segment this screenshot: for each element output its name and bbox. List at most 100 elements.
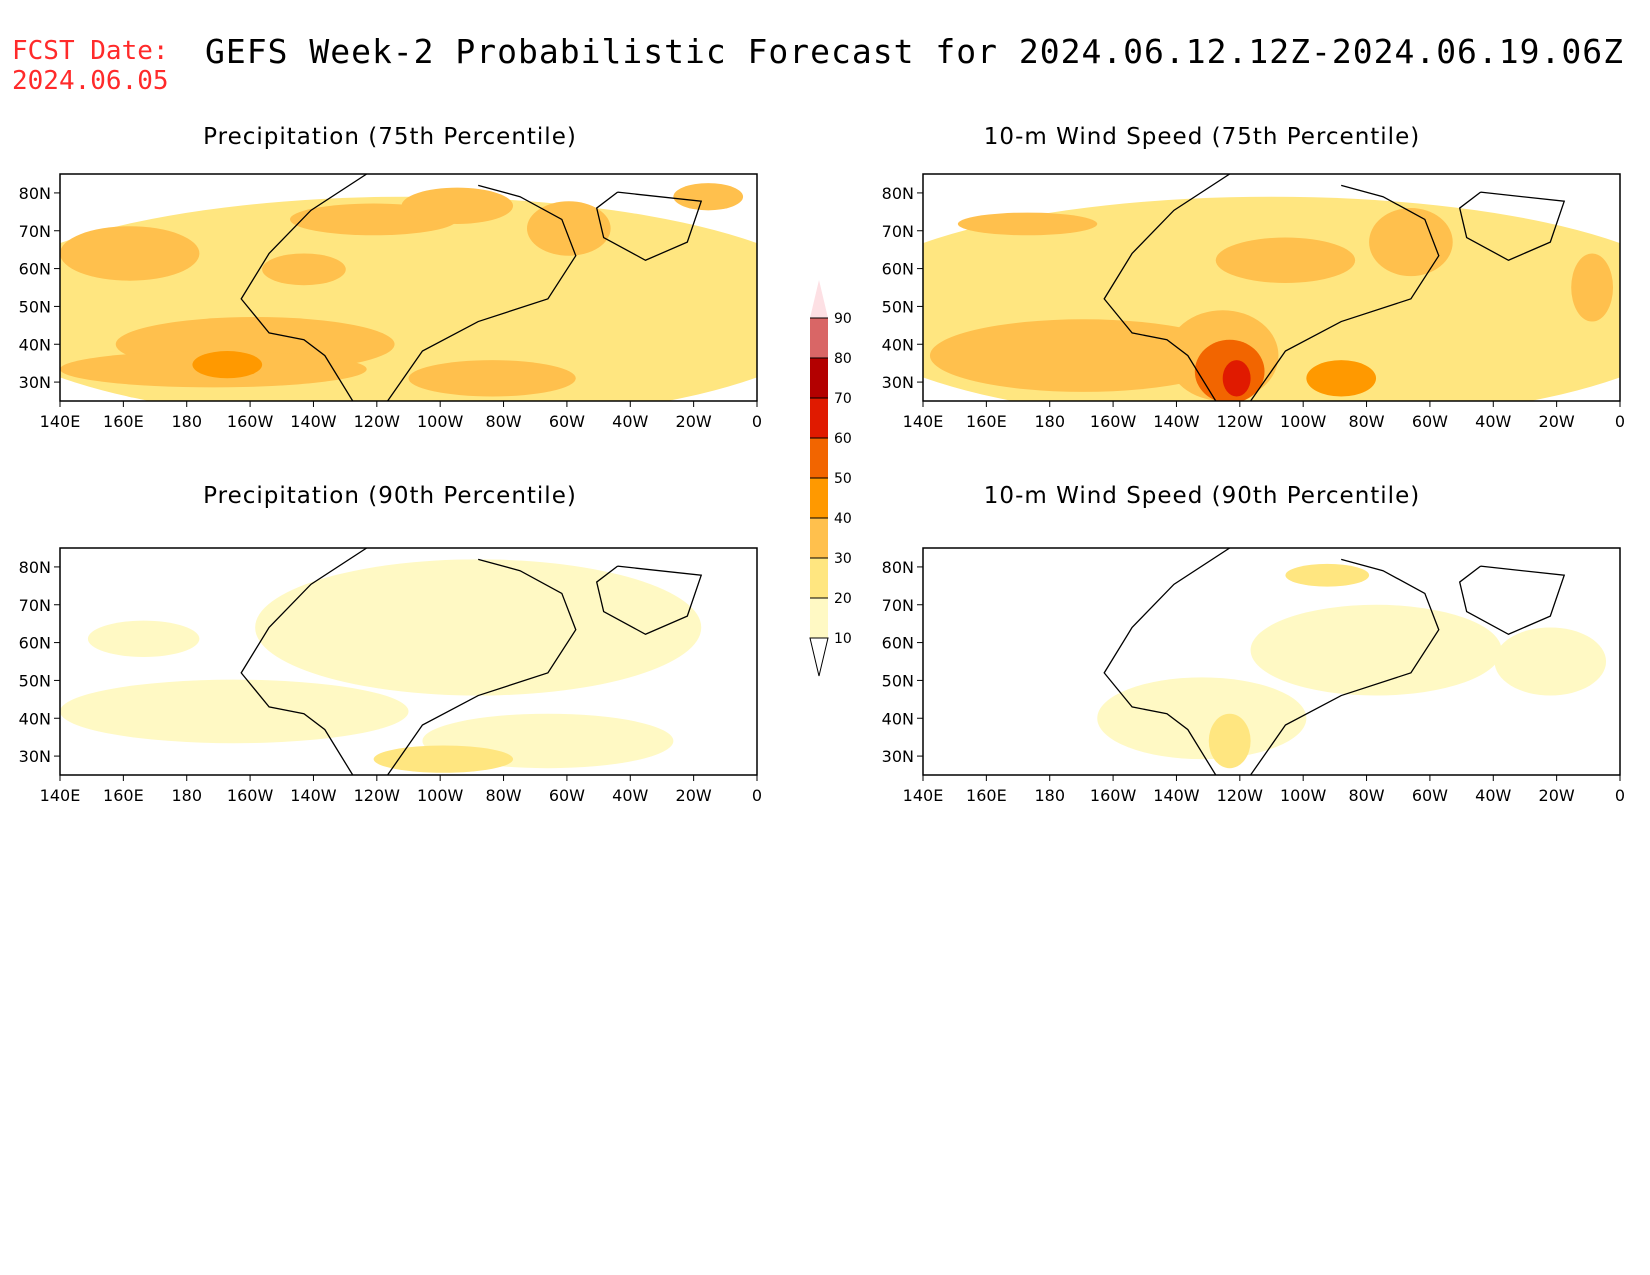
lat-label: 50N [19, 297, 51, 316]
lon-label: 140W [1153, 412, 1200, 431]
forecast-date-value: 2024.06.05 [12, 66, 169, 96]
lon-label: 180 [1034, 786, 1065, 805]
panel-title-precip-75: Precipitation (75th Percentile) [203, 124, 577, 150]
lat-label: 40N [882, 709, 914, 728]
lon-label: 20W [676, 786, 712, 805]
lat-label: 70N [19, 222, 51, 241]
lon-label: 120W [1217, 412, 1264, 431]
lon-label: 0 [752, 412, 762, 431]
lat-label: 50N [19, 671, 51, 690]
forecast-date-caption: FCST Date: [12, 36, 169, 66]
lat-label: 60N [19, 260, 51, 279]
shading-region [87, 620, 200, 657]
coastline [387, 558, 577, 775]
colorbar-segment [810, 358, 828, 398]
lat-label: 80N [882, 558, 914, 577]
shading-region [1306, 360, 1377, 397]
probability-shading [923, 548, 1620, 775]
shading-region [262, 253, 346, 286]
lon-label: 80W [1348, 412, 1384, 431]
shading-region [1369, 208, 1453, 277]
lon-label: 60W [549, 412, 585, 431]
coastline [1103, 174, 1231, 401]
lon-label: 40W [612, 412, 648, 431]
colorbar-segment [810, 398, 828, 438]
shading-region [1285, 563, 1370, 587]
lon-label: 40W [612, 786, 648, 805]
lat-label: 30N [882, 373, 914, 392]
colorbar-label: 40 [834, 511, 852, 527]
colorbar: 10 20 30 40 50 60 70 80 90 [809, 280, 852, 677]
lon-label: 140W [290, 786, 337, 805]
lat-label: 30N [882, 747, 914, 766]
map-panel-3: 140E 160E 180 160W 140W 120W 100W 80W 60W 40W 20W 0… [19, 547, 762, 805]
colorbar-segment [810, 598, 828, 638]
lon-label: 80W [485, 412, 521, 431]
shading-region [255, 559, 702, 696]
shading-region [1494, 627, 1607, 696]
colorbar-segment [810, 318, 828, 358]
colorbar-segment [810, 438, 828, 478]
lon-label: 40W [1475, 412, 1511, 431]
lon-label: 160E [103, 786, 144, 805]
lon-label: 160W [1090, 786, 1137, 805]
coastline [1458, 565, 1566, 635]
colorbar-cap-top [810, 280, 828, 318]
forecast-date-label: FCST Date: 2024.06.05 [12, 36, 169, 96]
colorbar-label: 80 [834, 351, 852, 367]
shading-region [1097, 677, 1307, 760]
shading-region [1250, 604, 1502, 696]
shading-region [929, 319, 1237, 392]
colorbar-cap-bottom [809, 637, 829, 677]
lon-label: 100W [1280, 412, 1327, 431]
lat-label: 60N [882, 260, 914, 279]
probability-shading [923, 174, 1620, 401]
shading-region [673, 183, 744, 211]
lon-label: 60W [1412, 412, 1448, 431]
lon-label: 160E [966, 786, 1007, 805]
shading-region [1222, 360, 1251, 397]
colorbar-segment [810, 478, 828, 518]
lon-label: 20W [1539, 786, 1575, 805]
shading-region [60, 226, 200, 281]
map-panel-1: 140E 160E 180 160W 140W 120W 100W 80W 60W 40W 20W 0… [19, 173, 762, 431]
lon-label: 140E [903, 786, 944, 805]
shading-region [192, 351, 263, 379]
shading-region [1571, 253, 1614, 322]
lon-label: 120W [354, 412, 401, 431]
lon-label: 100W [417, 786, 464, 805]
lon-label: 60W [1412, 786, 1448, 805]
colorbar-label: 20 [834, 591, 852, 607]
coastline [240, 174, 368, 401]
colorbar-segment [810, 558, 828, 598]
lat-label: 80N [19, 558, 51, 577]
lon-label: 120W [354, 786, 401, 805]
coastline [387, 184, 577, 401]
lon-label: 120W [1217, 786, 1264, 805]
panel-title-wind-90: 10-m Wind Speed (90th Percentile) [983, 483, 1421, 509]
lon-label: 0 [752, 786, 762, 805]
panel-title-precip-90: Precipitation (90th Percentile) [203, 483, 577, 509]
map-panel-2: 140E 160E 180 160W 140W 120W 100W 80W 60W 40W 20W 0… [882, 173, 1625, 431]
lon-label: 100W [1280, 786, 1327, 805]
lon-label: 160E [103, 412, 144, 431]
lon-label: 60W [549, 786, 585, 805]
shading-region [373, 745, 514, 773]
shading-region [526, 201, 611, 256]
lat-label: 60N [19, 634, 51, 653]
lat-label: 80N [882, 184, 914, 203]
shading-region [401, 187, 514, 224]
lat-label: 40N [19, 335, 51, 354]
lat-label: 50N [882, 297, 914, 316]
shading-region [1208, 713, 1251, 769]
lat-label: 40N [19, 709, 51, 728]
probability-shading [60, 548, 757, 775]
lat-label: 50N [882, 671, 914, 690]
shading-region [60, 679, 409, 744]
map-frame [922, 547, 1621, 776]
colorbar-label: 70 [834, 391, 852, 407]
lon-label: 20W [676, 412, 712, 431]
map-panel-4: 140E 160E 180 160W 140W 120W 100W 80W 60W 40W 20W 0… [882, 547, 1625, 805]
lat-label: 70N [882, 222, 914, 241]
lon-label: 160W [227, 786, 274, 805]
